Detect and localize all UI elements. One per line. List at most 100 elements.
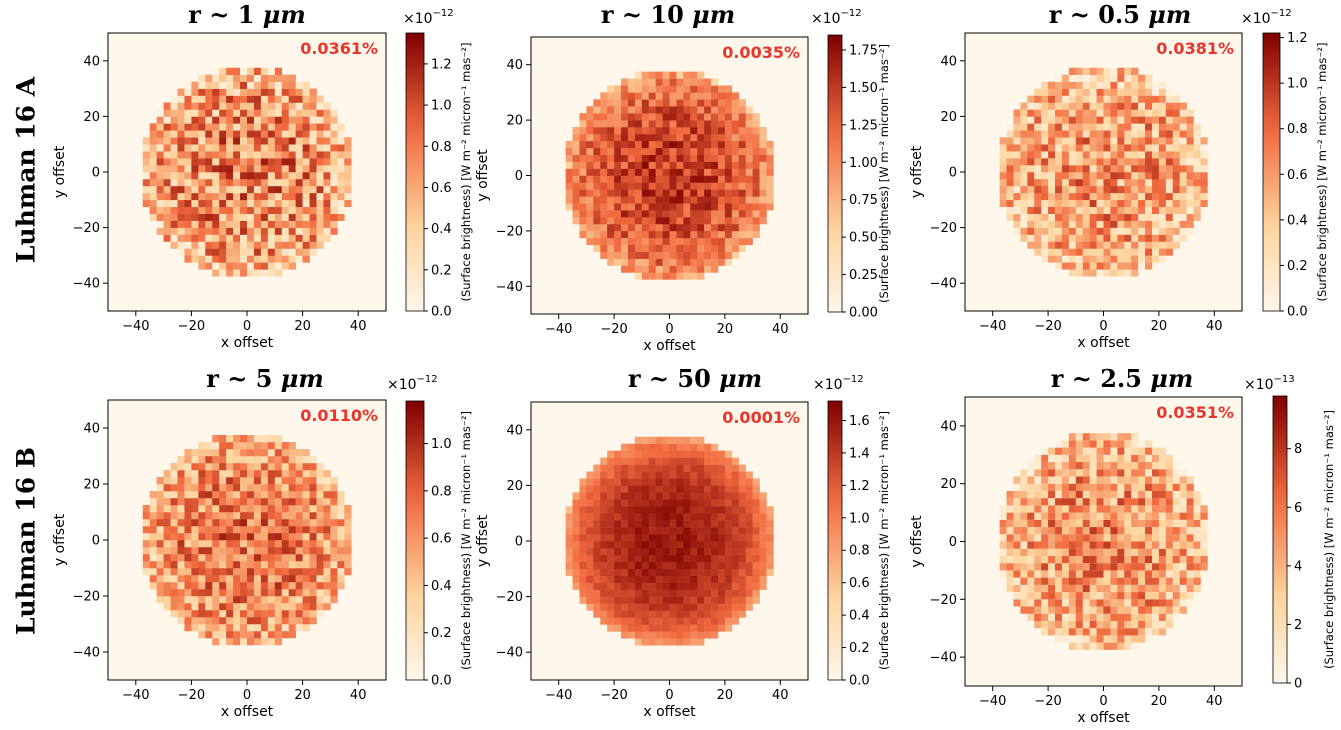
heatmap-pixel — [572, 561, 580, 570]
heatmap-pixel — [738, 203, 746, 211]
heatmap-pixel — [274, 269, 283, 277]
heatmap-pixel — [704, 582, 712, 590]
heatmap-pixel — [600, 140, 608, 149]
heatmap-pixel — [1131, 74, 1139, 82]
heatmap-pixel — [1034, 620, 1042, 629]
heatmap-pixel — [267, 463, 276, 471]
heatmap-pixel — [1158, 577, 1167, 585]
heatmap-pixel — [565, 534, 573, 542]
heatmap-pixel — [724, 506, 733, 514]
heatmap-pixel — [1158, 555, 1167, 564]
heatmap-pixel — [316, 533, 324, 541]
colorbar-tick-label: 4 — [1294, 559, 1302, 574]
heatmap-pixel — [198, 172, 206, 180]
heatmap-pixel — [1179, 606, 1187, 614]
heatmap-pixel — [731, 568, 740, 577]
heatmap-pixel — [1048, 151, 1056, 159]
heatmap-pixel — [676, 133, 684, 142]
heatmap-pixel — [344, 192, 352, 201]
heatmap-pixel — [309, 533, 317, 541]
heatmap-pixel — [717, 527, 726, 535]
heatmap-pixel — [1124, 165, 1132, 173]
heatmap-pixel — [260, 165, 269, 173]
heatmap-pixel — [600, 237, 608, 246]
colorbar — [827, 34, 843, 313]
heatmap-pixel — [731, 237, 740, 246]
heatmap-pixel — [607, 617, 615, 625]
heatmap-pixel — [1138, 577, 1146, 585]
heatmap-pixel — [593, 506, 601, 514]
heatmap-pixel — [198, 95, 206, 103]
heatmap-pixel — [330, 582, 338, 590]
heatmap-pixel — [198, 470, 206, 478]
colorbar-tick-label: 0.4 — [849, 609, 870, 624]
heatmap-pixel — [614, 140, 622, 149]
heatmap-pixel — [1082, 469, 1090, 477]
heatmap-pixel — [288, 199, 296, 208]
heatmap-pixel — [1020, 599, 1028, 607]
heatmap-pixel — [1075, 74, 1084, 82]
heatmap-pixel — [634, 210, 643, 218]
heatmap-pixel — [690, 244, 698, 252]
heatmap-pixel — [1048, 628, 1056, 636]
heatmap-pixel — [704, 527, 712, 535]
heatmap-pixel — [1089, 213, 1097, 221]
heatmap-pixel — [752, 217, 760, 225]
heatmap-pixel — [999, 144, 1007, 152]
heatmap-pixel — [579, 223, 587, 232]
heatmap-pixel — [690, 624, 698, 632]
heatmap-pixel — [683, 168, 691, 176]
heatmap-pixel — [634, 78, 643, 86]
heatmap-pixel — [759, 203, 767, 211]
heatmap-pixel — [233, 512, 241, 520]
heatmap-pixel — [648, 168, 656, 176]
heatmap-pixel — [316, 561, 324, 569]
heatmap-pixel — [607, 575, 615, 583]
heatmap-pixel — [267, 575, 276, 583]
heatmap-pixel — [572, 520, 580, 528]
heatmap-pixel — [662, 554, 670, 563]
heatmap-pixel — [1117, 241, 1125, 249]
heatmap-pixel — [600, 617, 608, 625]
heatmap-pixel — [1020, 220, 1028, 228]
heatmap-pixel — [184, 234, 192, 242]
heatmap-pixel — [198, 255, 206, 263]
heatmap-pixel — [1068, 599, 1077, 607]
heatmap-pixel — [288, 172, 296, 180]
heatmap-pixel — [226, 617, 234, 625]
heatmap-pixel — [1124, 505, 1132, 513]
heatmap-pixel — [281, 88, 289, 96]
heatmap-pixel — [1061, 599, 1070, 607]
heatmap-pixel — [607, 561, 615, 570]
heatmap-pixel — [1124, 454, 1132, 463]
heatmap-pixel — [683, 464, 691, 472]
heatmap-pixel — [745, 120, 753, 128]
fraction-annotation: 0.0361% — [300, 39, 378, 58]
heatmap-pixel — [607, 596, 615, 604]
heatmap-pixel — [247, 561, 255, 569]
heatmap-pixel — [711, 210, 719, 218]
heatmap-pixel — [184, 241, 192, 249]
heatmap-pixel — [759, 210, 767, 218]
heatmap-pixel — [607, 624, 615, 632]
heatmap-pixel — [634, 203, 643, 211]
heatmap-pixel — [655, 78, 663, 86]
heatmap-pixel — [205, 220, 213, 228]
heatmap-pixel — [738, 106, 746, 114]
heatmap-pixel — [309, 589, 317, 597]
heatmap-pixel — [233, 262, 241, 270]
heatmap-pixel — [999, 158, 1007, 166]
heatmap-pixel — [1151, 592, 1160, 600]
heatmap-pixel — [1103, 469, 1111, 477]
heatmap-pixel — [1068, 213, 1077, 221]
heatmap-pixel — [683, 217, 691, 225]
heatmap-pixel — [1068, 67, 1077, 75]
heatmap-pixel — [163, 227, 171, 235]
heatmap-pixel — [212, 435, 220, 443]
heatmap-pixel — [683, 554, 691, 563]
heatmap-pixel — [614, 127, 622, 135]
heatmap-pixel — [142, 554, 150, 562]
heatmap-pixel — [302, 95, 310, 103]
heatmap-pixel — [1096, 206, 1104, 214]
heatmap-pixel — [309, 116, 317, 124]
